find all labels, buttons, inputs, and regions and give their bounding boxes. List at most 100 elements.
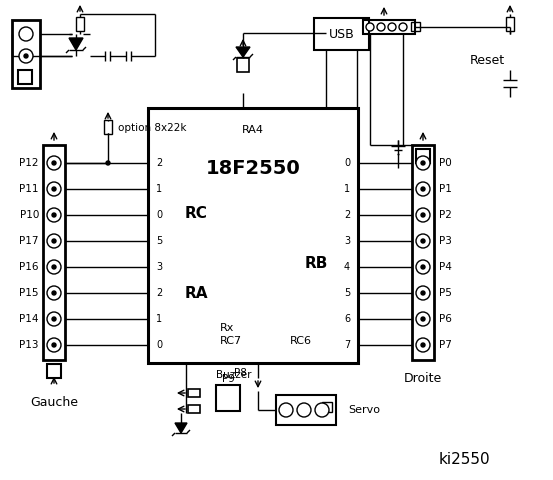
Bar bbox=[411, 22, 420, 31]
Text: P11: P11 bbox=[19, 184, 39, 194]
Bar bbox=[43, 145, 65, 360]
Text: 5: 5 bbox=[344, 288, 350, 298]
Text: P8: P8 bbox=[233, 368, 247, 378]
Circle shape bbox=[421, 239, 425, 243]
Text: P4: P4 bbox=[439, 262, 452, 272]
Circle shape bbox=[52, 213, 56, 217]
Circle shape bbox=[52, 239, 56, 243]
Bar bbox=[314, 18, 369, 50]
Text: 3: 3 bbox=[344, 236, 350, 246]
Circle shape bbox=[47, 312, 61, 326]
Text: P0: P0 bbox=[439, 158, 452, 168]
Text: RB: RB bbox=[304, 255, 328, 271]
Circle shape bbox=[366, 23, 374, 31]
Text: 0: 0 bbox=[344, 158, 350, 168]
Bar bbox=[416, 149, 430, 163]
Bar bbox=[412, 145, 434, 360]
Bar bbox=[237, 58, 249, 72]
Circle shape bbox=[47, 260, 61, 274]
Text: P16: P16 bbox=[19, 262, 39, 272]
Circle shape bbox=[52, 343, 56, 347]
Text: 2: 2 bbox=[156, 158, 162, 168]
Circle shape bbox=[377, 23, 385, 31]
Text: 7: 7 bbox=[344, 340, 350, 350]
Text: P17: P17 bbox=[19, 236, 39, 246]
Text: 2: 2 bbox=[156, 288, 162, 298]
Text: option 8x22k: option 8x22k bbox=[118, 123, 186, 133]
Text: 0: 0 bbox=[156, 340, 162, 350]
Text: P7: P7 bbox=[439, 340, 452, 350]
Circle shape bbox=[47, 338, 61, 352]
Circle shape bbox=[47, 286, 61, 300]
Text: P1: P1 bbox=[439, 184, 452, 194]
Text: P6: P6 bbox=[439, 314, 452, 324]
Bar bbox=[188, 389, 200, 397]
Text: RC7: RC7 bbox=[220, 336, 242, 346]
Bar bbox=[188, 405, 200, 413]
Text: Buzzer: Buzzer bbox=[216, 370, 252, 380]
Text: 4: 4 bbox=[344, 262, 350, 272]
Circle shape bbox=[416, 260, 430, 274]
Circle shape bbox=[416, 312, 430, 326]
Bar bbox=[276, 395, 336, 425]
Circle shape bbox=[297, 403, 311, 417]
Text: ki2550: ki2550 bbox=[439, 453, 490, 468]
Text: P9: P9 bbox=[222, 374, 234, 384]
Text: RC6: RC6 bbox=[290, 336, 312, 346]
Text: 1: 1 bbox=[156, 184, 162, 194]
Circle shape bbox=[315, 403, 329, 417]
Text: P15: P15 bbox=[19, 288, 39, 298]
Text: Rx: Rx bbox=[220, 323, 234, 333]
Text: P12: P12 bbox=[19, 158, 39, 168]
Circle shape bbox=[416, 208, 430, 222]
Circle shape bbox=[421, 343, 425, 347]
Circle shape bbox=[421, 213, 425, 217]
Polygon shape bbox=[236, 47, 250, 57]
Text: Droite: Droite bbox=[404, 372, 442, 384]
Bar bbox=[216, 385, 240, 411]
Text: Reset: Reset bbox=[470, 53, 505, 67]
Circle shape bbox=[416, 234, 430, 248]
Circle shape bbox=[47, 182, 61, 196]
Bar bbox=[363, 20, 415, 34]
Bar bbox=[18, 70, 32, 84]
Text: RA: RA bbox=[184, 286, 208, 300]
Circle shape bbox=[52, 291, 56, 295]
Circle shape bbox=[52, 265, 56, 269]
Circle shape bbox=[421, 161, 425, 165]
Bar bbox=[322, 402, 332, 412]
Circle shape bbox=[421, 317, 425, 321]
Circle shape bbox=[47, 234, 61, 248]
Text: P10: P10 bbox=[19, 210, 39, 220]
Text: 1: 1 bbox=[344, 184, 350, 194]
Circle shape bbox=[416, 156, 430, 170]
Text: USB: USB bbox=[328, 27, 354, 40]
Polygon shape bbox=[175, 423, 187, 433]
Text: 3: 3 bbox=[156, 262, 162, 272]
Text: Gauche: Gauche bbox=[30, 396, 78, 409]
Circle shape bbox=[47, 208, 61, 222]
Circle shape bbox=[47, 156, 61, 170]
Circle shape bbox=[421, 291, 425, 295]
Text: P13: P13 bbox=[19, 340, 39, 350]
Text: P3: P3 bbox=[439, 236, 452, 246]
Bar bbox=[47, 364, 61, 378]
Polygon shape bbox=[69, 38, 83, 50]
Circle shape bbox=[52, 317, 56, 321]
Circle shape bbox=[106, 161, 110, 165]
Text: Servo: Servo bbox=[348, 405, 380, 415]
Circle shape bbox=[52, 161, 56, 165]
Circle shape bbox=[416, 182, 430, 196]
Circle shape bbox=[52, 187, 56, 191]
Bar bbox=[12, 20, 40, 88]
Bar bbox=[148, 108, 358, 363]
Text: 1: 1 bbox=[156, 314, 162, 324]
Text: RC: RC bbox=[185, 205, 207, 220]
Circle shape bbox=[399, 23, 407, 31]
Circle shape bbox=[416, 286, 430, 300]
Text: P5: P5 bbox=[439, 288, 452, 298]
Circle shape bbox=[279, 403, 293, 417]
Circle shape bbox=[19, 49, 33, 63]
Circle shape bbox=[19, 27, 33, 41]
Text: 5: 5 bbox=[156, 236, 162, 246]
